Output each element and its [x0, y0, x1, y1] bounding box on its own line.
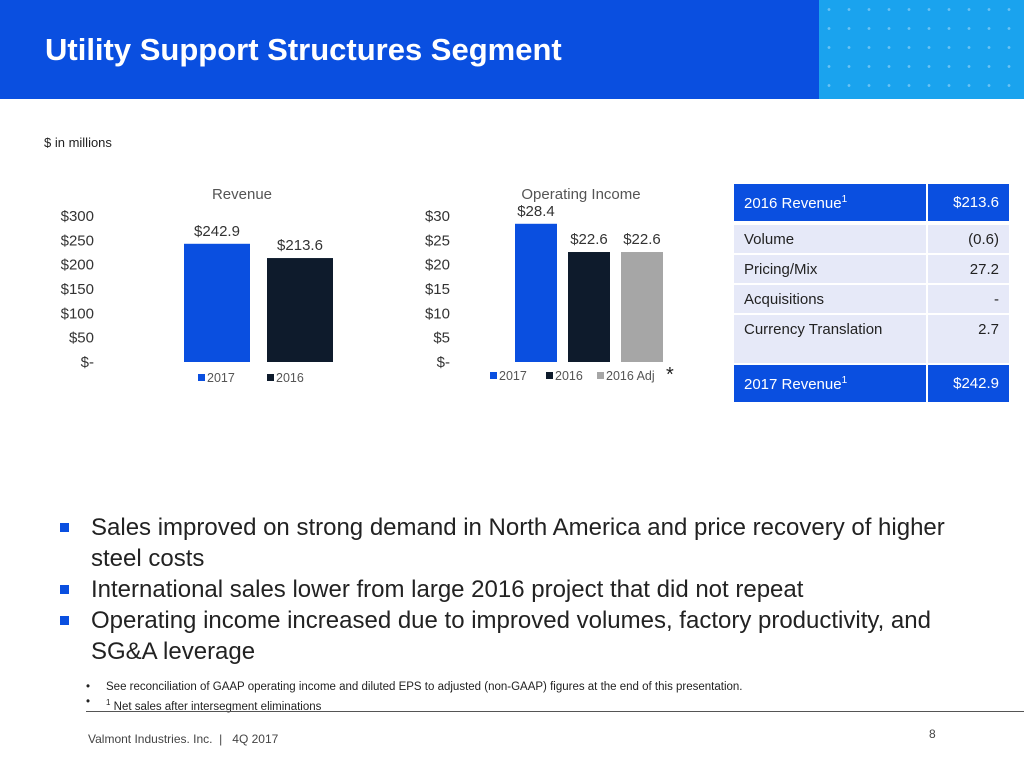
bridge-row-label: Currency Translation — [734, 315, 927, 365]
key-points-list: Sales improved on strong demand in North… — [58, 512, 958, 667]
bridge-footer-label: 2017 Revenue1 — [734, 365, 927, 402]
bar — [515, 223, 557, 362]
key-point-text: International sales lower from large 201… — [91, 576, 804, 603]
footnotes: • See reconciliation of GAAP operating in… — [86, 680, 743, 715]
legend-label: 2016 — [555, 369, 583, 383]
bridge-header-label: 2016 Revenue1 — [734, 184, 927, 221]
legend-label: 2016 — [276, 371, 304, 385]
page-number: 8 — [929, 727, 936, 741]
y-tick-label: $- — [437, 354, 450, 371]
footnote-sup: 1 — [106, 698, 111, 707]
key-point: International sales lower from large 201… — [58, 574, 958, 605]
bridge-row-value: 2.7 — [926, 315, 1009, 365]
header-dot-pattern — [819, 0, 1024, 99]
data-label: $213.6 — [277, 237, 323, 254]
reconciliation-note: • See reconciliation of GAAP operating in… — [86, 680, 743, 695]
legend-swatch — [198, 374, 205, 381]
y-tick-label: $15 — [425, 281, 450, 298]
y-tick-label: $250 — [61, 232, 94, 249]
data-label: $22.6 — [623, 231, 661, 248]
bridge-footer-label-text: 2017 Revenue — [744, 375, 842, 393]
legend-label: 2016 Adj — [606, 369, 655, 383]
y-tick-label: $25 — [425, 232, 450, 249]
legend-swatch — [546, 372, 553, 379]
bullet-square-icon — [60, 616, 69, 625]
legend-swatch — [597, 372, 604, 379]
revenue-bridge-footer-row: 2017 Revenue1 $242.9 — [734, 365, 1009, 402]
bridge-row: Pricing/Mix 27.2 — [734, 255, 1009, 285]
y-tick-label: $30 — [425, 208, 450, 225]
bar — [568, 252, 610, 362]
y-tick-label: $50 — [69, 330, 94, 347]
bridge-footer-sup: 1 — [841, 374, 848, 386]
bridge-footer-value: $242.9 — [926, 365, 1009, 402]
legend-swatch — [490, 372, 497, 379]
units-note: $ in millions — [44, 135, 112, 150]
data-label: $242.9 — [194, 223, 240, 240]
key-point: Operating income increased due to improv… — [58, 605, 958, 667]
bridge-row-value: (0.6) — [926, 225, 1009, 255]
bar — [184, 243, 250, 362]
charts-area: Revenue $300 $250 $200 $150 $100 $50 $- $242.9 $2… — [61, 186, 674, 386]
chart-title: Revenue — [212, 186, 272, 203]
bridge-header-sup: 1 — [841, 193, 848, 205]
data-label: $22.6 — [570, 231, 608, 248]
y-tick-label: $300 — [61, 208, 94, 225]
bar — [267, 258, 333, 362]
y-tick-label: $100 — [61, 305, 94, 322]
y-tick-label: $- — [81, 354, 94, 371]
y-tick-label: $10 — [425, 305, 450, 322]
chart-title: Operating Income — [521, 186, 640, 203]
legend-label: 2017 — [207, 371, 235, 385]
reconciliation-note-text: See reconciliation of GAAP operating inc… — [106, 681, 743, 693]
data-label: $28.4 — [517, 203, 555, 220]
y-tick-label: $5 — [433, 330, 450, 347]
footer-divider — [86, 711, 1024, 712]
footer-company: Valmont Industries. Inc. | 4Q 2017 — [88, 732, 279, 746]
note-bullet: • — [86, 681, 91, 693]
revenue-bridge-header-row: 2016 Revenue1 $213.6 — [734, 184, 1009, 221]
bridge-header-value: $213.6 — [926, 184, 1009, 221]
bridge-spacer — [734, 221, 1009, 225]
chart-annotation: * — [666, 364, 674, 386]
bridge-row-value: - — [926, 285, 1009, 315]
bridge-row: Volume (0.6) — [734, 225, 1009, 255]
bridge-header-label-text: 2016 Revenue — [744, 194, 842, 212]
legend-label: 2017 — [499, 369, 527, 383]
net-sales-footnote-text: Net sales after intersegment elimination… — [113, 700, 322, 713]
y-tick-label: $20 — [425, 257, 450, 274]
legend-swatch — [267, 374, 274, 381]
bridge-row: Acquisitions - — [734, 285, 1009, 315]
bridge-row: Currency Translation 2.7 — [734, 315, 1009, 365]
bullet-square-icon — [60, 585, 69, 594]
bullet-square-icon — [60, 523, 69, 532]
bar — [621, 252, 663, 362]
bridge-row-value: 27.2 — [926, 255, 1009, 285]
key-point: Sales improved on strong demand in North… — [58, 512, 958, 574]
bridge-row-label: Pricing/Mix — [734, 255, 927, 285]
note-bullet: • — [86, 696, 91, 708]
key-point-text: Operating income increased due to improv… — [91, 607, 931, 665]
key-point-text: Sales improved on strong demand in North… — [91, 514, 945, 572]
y-tick-label: $200 — [61, 257, 94, 274]
y-tick-label: $150 — [61, 281, 94, 298]
title-banner: Utility Support Structures Segment — [0, 0, 1024, 99]
revenue-bridge-table: 2016 Revenue1 $213.6 Volume (0.6) Pricin… — [734, 184, 1009, 402]
net-sales-footnote: • 1 Net sales after intersegment eliminat… — [86, 695, 743, 715]
bridge-row-label: Volume — [734, 225, 927, 255]
bridge-row-label: Acquisitions — [734, 285, 927, 315]
page-title: Utility Support Structures Segment — [45, 32, 562, 67]
